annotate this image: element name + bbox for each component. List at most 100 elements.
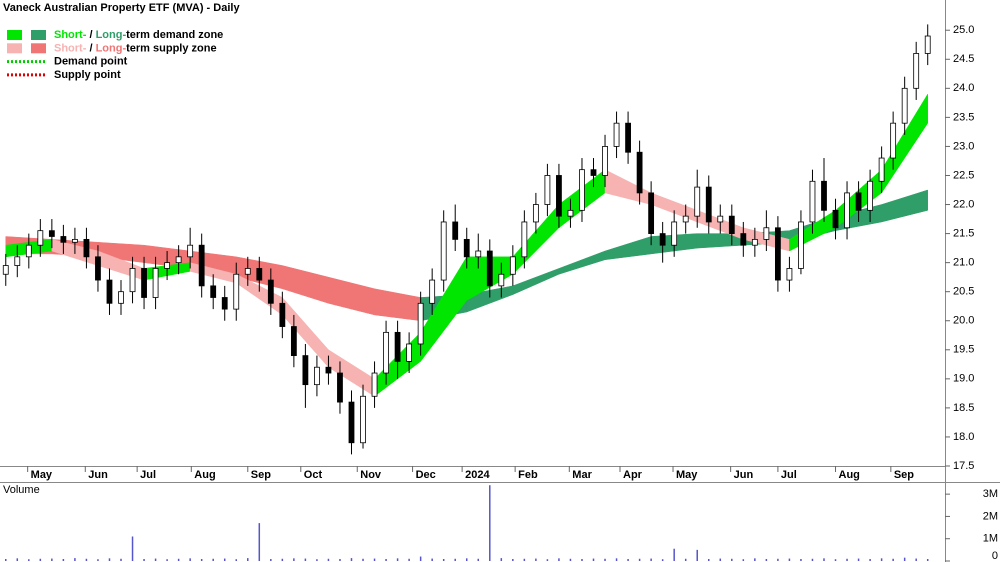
y-tick-label: 0 [992, 550, 998, 562]
candle-body [452, 221, 459, 240]
volume-bar [350, 558, 353, 561]
candle-body [95, 256, 101, 281]
candle-body [556, 175, 562, 217]
volume-bar [661, 559, 664, 561]
volume-bar [293, 558, 295, 561]
candle-body [636, 151, 643, 194]
candle-body [290, 326, 297, 357]
candle-body [360, 395, 366, 444]
y-tick-label: 2M [983, 510, 998, 522]
candle-body [867, 180, 873, 211]
volume-bar [108, 558, 111, 561]
volume-bar [28, 559, 30, 561]
axes: May Jun Jul Aug Sep Oct Nov Dec 2024 Feb Mar Apr May… [27, 24, 998, 562]
candle-body [821, 180, 827, 211]
candles [2, 24, 931, 561]
volume-bar [339, 558, 341, 561]
legend-label-part: Short- [54, 42, 87, 54]
volume-bar [154, 558, 157, 561]
legend-swatch [31, 43, 46, 54]
legend-label-part: term demand zone [126, 29, 223, 41]
volume-bar [189, 558, 191, 561]
y-tick-label: 18.0 [953, 431, 974, 443]
candle-body [682, 215, 689, 223]
x-tick-label: May [31, 469, 53, 481]
y-tick-label: 24.5 [953, 53, 974, 65]
x-tick-label: Sep [894, 469, 914, 481]
volume-bar [569, 558, 572, 561]
candle-body [72, 238, 78, 243]
legend-swatch [7, 43, 22, 54]
legend-label-part: Demand point [54, 56, 128, 68]
candle-body [187, 244, 194, 258]
legend-label-part: term supply zone [126, 42, 216, 54]
x-tick-label: Dec [416, 469, 436, 481]
volume-bar [708, 558, 710, 561]
chart-title: Vaneck Australian Property ETF (MVA) - D… [3, 2, 240, 14]
candle-body [244, 268, 251, 275]
volume-bar [512, 558, 514, 561]
y-tick-label: 22.0 [953, 198, 974, 210]
x-tick-label: Jul [140, 469, 156, 481]
volume-bar [362, 558, 364, 561]
volume-bar [581, 558, 583, 561]
candle-body [774, 227, 781, 281]
candle-body [717, 215, 724, 223]
candle-body [233, 273, 240, 310]
volume-bar [431, 558, 433, 561]
candle-body [198, 244, 205, 287]
candle-body [221, 297, 228, 310]
legend-label: Demand point [54, 56, 128, 68]
candle-body [429, 279, 436, 304]
volume-bar [857, 558, 860, 561]
x-tick-label: Nov [360, 469, 382, 481]
candle-body [740, 233, 747, 246]
y-tick-label: 22.5 [953, 169, 974, 181]
volume-bar [97, 559, 99, 561]
volume-bar [523, 558, 526, 561]
volume-bar [419, 556, 422, 561]
y-tick-label: 19.5 [953, 344, 974, 356]
volume-bar [442, 558, 445, 561]
volume-bar [650, 558, 652, 561]
candle-body [210, 285, 217, 298]
volume-bar [247, 558, 249, 561]
candle-body [2, 265, 9, 275]
candle-body [625, 122, 631, 153]
candle-body [648, 192, 655, 234]
volume-bar [915, 558, 917, 561]
candle-body [475, 250, 482, 258]
candle-body [913, 53, 920, 89]
volume-bar [396, 558, 399, 561]
volume-bar [143, 558, 145, 561]
candle-body [129, 268, 136, 293]
volume-bar [754, 558, 756, 561]
candle-body [37, 230, 44, 246]
volume-bar [892, 558, 894, 561]
candle-body [590, 169, 597, 176]
volume-bar [880, 558, 883, 561]
candle-body [798, 221, 804, 269]
legend-label-part: / [86, 42, 95, 54]
candle-body [567, 209, 574, 217]
y-tick-label: 19.0 [953, 373, 974, 385]
candle-body [763, 227, 770, 240]
candle-body [267, 279, 274, 304]
long-zone [881, 189, 928, 223]
x-tick-label: Mar [572, 469, 592, 481]
volume-bar [200, 558, 203, 561]
volume-bar [869, 558, 871, 561]
candle-body [809, 180, 816, 223]
candle-body [832, 209, 839, 229]
volume-bar [800, 558, 802, 561]
y-tick-label: 23.0 [953, 140, 974, 152]
candle-body [48, 230, 55, 237]
candle-body [924, 35, 931, 54]
volume-bar [535, 558, 537, 561]
volume-bar [696, 549, 698, 561]
x-tick-label: 2024 [465, 469, 490, 481]
x-tick-label: Apr [623, 469, 643, 481]
candle-body [394, 331, 401, 362]
volume-bar [788, 558, 791, 561]
volume-bar [615, 558, 618, 561]
